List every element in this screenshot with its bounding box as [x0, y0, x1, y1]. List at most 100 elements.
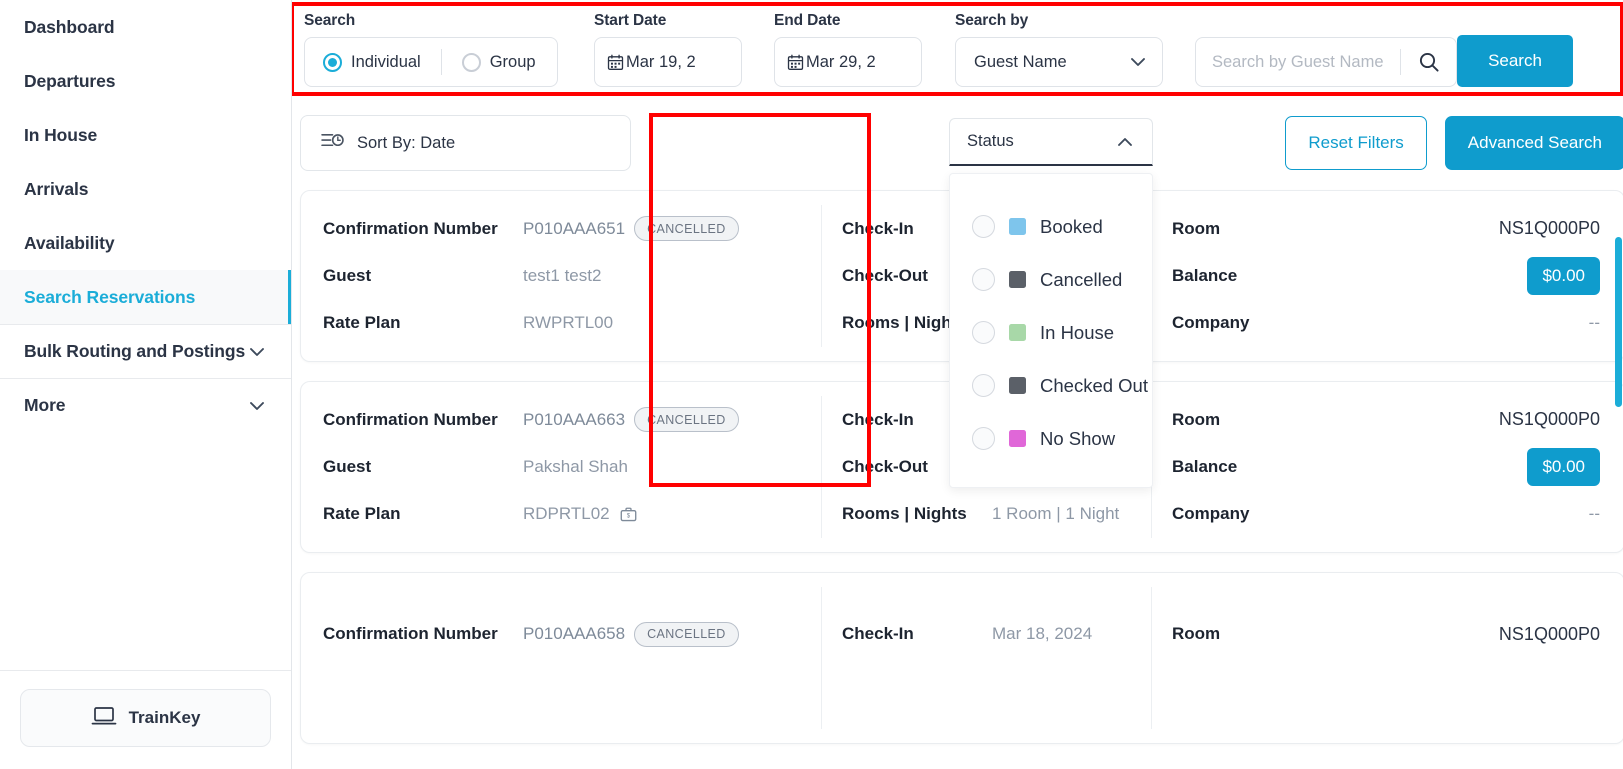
guest-label: Guest — [323, 456, 372, 476]
search-icon[interactable] — [1402, 50, 1456, 74]
spacer-row — [1172, 658, 1600, 706]
status-option-radio — [972, 215, 995, 238]
rate-plan-code: RDPRTL02 — [523, 504, 610, 524]
sidebar-item-search-reservations[interactable]: Search Reservations — [0, 270, 291, 324]
status-option-label: In House — [1040, 321, 1115, 343]
guest-value: test1 test2 — [523, 265, 602, 285]
check-out-label: Check-Out — [842, 265, 928, 285]
confirmation-number-row: Confirmation Number P010AAA663 CANCELLED — [323, 396, 821, 443]
status-dropdown-toggle[interactable]: Status — [949, 118, 1153, 166]
room-row: Room NS1Q000P0 — [1172, 205, 1600, 252]
sidebar-item-label: Bulk Routing and Postings — [24, 341, 246, 361]
end-date-input[interactable]: Mar 29, 2 — [774, 37, 922, 87]
status-option-label: Cancelled — [1040, 268, 1123, 290]
rate-plan-label: Rate Plan — [323, 504, 401, 524]
search-query-field — [1195, 12, 1457, 87]
guest-row: Guest test1 test2 — [323, 252, 821, 299]
page-scrollbar-thumb[interactable] — [1615, 237, 1622, 407]
status-option-radio — [972, 268, 995, 291]
reset-filters-button[interactable]: Reset Filters — [1285, 116, 1427, 170]
svg-text:$: $ — [626, 513, 630, 520]
start-date-input[interactable]: Mar 19, 2 — [594, 37, 742, 87]
reservation-identity-column: Confirmation Number P010AAA658 CANCELLED — [323, 587, 821, 729]
rate-plan-label: Rate Plan — [323, 313, 401, 333]
status-option-checked-out[interactable]: Checked Out — [950, 359, 1152, 412]
guest-row: Guest Pakshal Shah — [323, 443, 821, 490]
spacer-row — [842, 658, 1151, 706]
sidebar-item-availability[interactable]: Availability — [0, 216, 291, 270]
search-input[interactable] — [1212, 52, 1398, 72]
main-content: Search Individual Group Start Date — [292, 0, 1623, 769]
room-row: Room NS1Q000P0 — [1172, 611, 1600, 659]
status-dropdown-title: Status — [967, 132, 1014, 150]
balance-badge[interactable]: $0.00 — [1527, 256, 1600, 295]
status-option-cancelled[interactable]: Cancelled — [950, 253, 1152, 306]
confirmation-number-label: Confirmation Number — [323, 624, 498, 644]
company-value: -- — [1588, 313, 1600, 333]
guest-label: Guest — [323, 265, 372, 285]
status-option-no-show[interactable]: No Show — [950, 412, 1152, 465]
radio-group[interactable]: Group — [461, 52, 536, 72]
search-filter-bar: Search Individual Group Start Date — [292, 0, 1623, 97]
radio-group-label: Group — [489, 52, 536, 71]
segment-divider — [440, 49, 442, 75]
confirmation-number-link[interactable]: P010AAA658 — [523, 624, 626, 644]
status-option-label: No Show — [1040, 427, 1116, 449]
sidebar-item-label: In House — [24, 124, 98, 145]
room-label: Room — [1172, 409, 1221, 429]
status-option-booked[interactable]: Booked — [950, 200, 1152, 253]
search-by-field: Search by Guest Name — [955, 12, 1163, 87]
sidebar-item-departures[interactable]: Departures — [0, 54, 291, 108]
check-in-label: Check-In — [842, 624, 914, 644]
trainkey-button[interactable]: TrainKey — [20, 689, 271, 747]
rate-plan-row: Rate Plan RWPRTL00 — [323, 300, 821, 347]
sidebar-item-arrivals[interactable]: Arrivals — [0, 162, 291, 216]
reservation-identity-column: Confirmation Number P010AAA663 CANCELLED… — [323, 396, 821, 538]
page-scrollbar[interactable] — [1614, 97, 1623, 769]
balance-row: Balance $0.00 — [1172, 443, 1600, 490]
search-by-select[interactable]: Guest Name — [955, 37, 1163, 87]
calendar-icon — [787, 54, 804, 71]
rooms-nights-value: 1 Room | 1 Night — [992, 504, 1120, 524]
guest-value: Pakshal Shah — [523, 456, 628, 476]
balance-badge[interactable]: $0.00 — [1527, 447, 1600, 486]
balance-label: Balance — [1172, 265, 1238, 285]
input-divider — [1399, 49, 1401, 75]
balance-row: Balance $0.00 — [1172, 252, 1600, 299]
sidebar-item-label: Dashboard — [24, 16, 115, 37]
sidebar-item-bulk-routing-and-postings[interactable]: Bulk Routing and Postings — [0, 324, 291, 378]
briefcase-icon: $ — [619, 505, 638, 524]
status-option-radio — [972, 374, 995, 397]
company-label: Company — [1172, 313, 1250, 333]
room-label: Room — [1172, 218, 1221, 238]
advanced-search-button[interactable]: Advanced Search — [1444, 116, 1623, 170]
reservation-room-column: Room NS1Q000P0 — [1151, 587, 1623, 729]
confirmation-number-label: Confirmation Number — [323, 409, 498, 429]
confirmation-number-value: P010AAA658 CANCELLED — [523, 621, 739, 647]
confirmation-number-row: Confirmation Number P010AAA651 CANCELLED — [323, 205, 821, 252]
sidebar-item-in-house[interactable]: In House — [0, 108, 291, 162]
reservation-room-column: Room NS1Q000P0 Balance $0.00 Company -- — [1151, 205, 1623, 347]
reservation-card[interactable]: Confirmation Number P010AAA663 CANCELLED… — [300, 381, 1623, 553]
confirmation-number-link[interactable]: P010AAA651 — [523, 218, 626, 238]
sidebar-nav: Dashboard Departures In House Arrivals A… — [0, 0, 291, 432]
sidebar-footer: TrainKey — [0, 670, 291, 769]
radio-individual[interactable]: Individual — [323, 52, 421, 72]
calendar-icon — [607, 54, 624, 71]
sidebar-item-label: Arrivals — [24, 178, 89, 199]
search-button[interactable]: Search — [1457, 35, 1573, 87]
sidebar-item-more[interactable]: More — [0, 378, 291, 432]
room-label: Room — [1172, 624, 1221, 644]
chevron-down-icon — [247, 396, 267, 416]
sort-by-button[interactable]: Sort By: Date — [300, 115, 631, 171]
status-badge: CANCELLED — [634, 216, 739, 242]
sidebar-item-dashboard[interactable]: Dashboard — [0, 0, 291, 54]
status-option-in-house[interactable]: In House — [950, 306, 1152, 359]
sidebar-item-label: Availability — [24, 232, 115, 253]
confirmation-number-value: P010AAA651 CANCELLED — [523, 216, 739, 242]
confirmation-number-label: Confirmation Number — [323, 218, 498, 238]
start-date-label: Start Date — [594, 12, 667, 29]
reservation-card[interactable]: Confirmation Number P010AAA658 CANCELLED… — [300, 572, 1623, 744]
confirmation-number-link[interactable]: P010AAA663 — [523, 409, 626, 429]
start-date-field: Start Date — [594, 12, 742, 87]
